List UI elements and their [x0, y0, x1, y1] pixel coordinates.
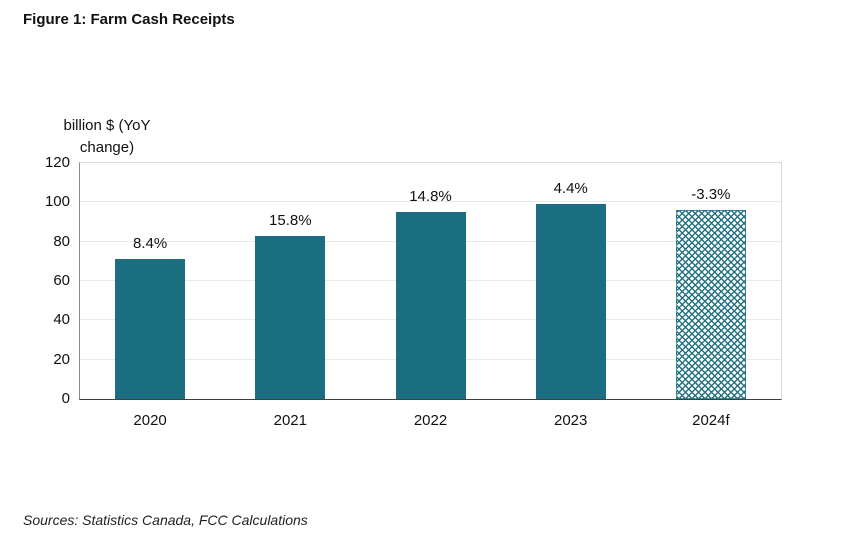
- y-axis-label-line-2: change): [79, 139, 135, 156]
- bar-2024f: [675, 210, 746, 399]
- figure-title: Figure 1: Farm Cash Receipts: [23, 11, 235, 28]
- bar-value-label-2020: 8.4%: [132, 235, 168, 253]
- plot-area: 0 20 40 60 80 100 120 8.4% 2020 15.8% 2021 14.8% 202…: [45, 155, 782, 429]
- category-label-2022: 2022: [413, 412, 448, 429]
- ytick-label-20: 20: [53, 350, 70, 368]
- bar-2020: [115, 259, 186, 399]
- y-axis-label: billion $ (YoY change): [52, 115, 162, 159]
- bar-value-label-2022: 14.8%: [409, 188, 452, 206]
- bar-2023: [535, 204, 606, 399]
- gridline-y-100: [80, 201, 781, 203]
- bar-2021: [255, 235, 326, 399]
- source-note: Sources: Statistics Canada, FCC Calculat…: [23, 512, 308, 528]
- ytick-label-60: 60: [53, 272, 70, 289]
- bar-value-label-2024f: -3.3%: [691, 186, 731, 204]
- bar-2022: [395, 212, 466, 399]
- bar-value-label-2021: 15.8%: [269, 211, 312, 229]
- ytick-label-80: 80: [53, 232, 70, 250]
- category-label-2024f: 2024f: [692, 412, 730, 429]
- y-axis-label-line-1: billion $ (YoY: [63, 117, 151, 134]
- ytick-label-40: 40: [53, 311, 70, 329]
- ytick-label-120: 120: [44, 154, 70, 171]
- category-label-2021: 2021: [273, 412, 307, 429]
- category-label-2020: 2020: [133, 412, 167, 429]
- bar-value-label-2023: 4.4%: [553, 180, 588, 198]
- ytick-label-0: 0: [61, 390, 70, 407]
- ytick-label-100: 100: [44, 193, 70, 211]
- category-label-2023: 2023: [554, 412, 588, 429]
